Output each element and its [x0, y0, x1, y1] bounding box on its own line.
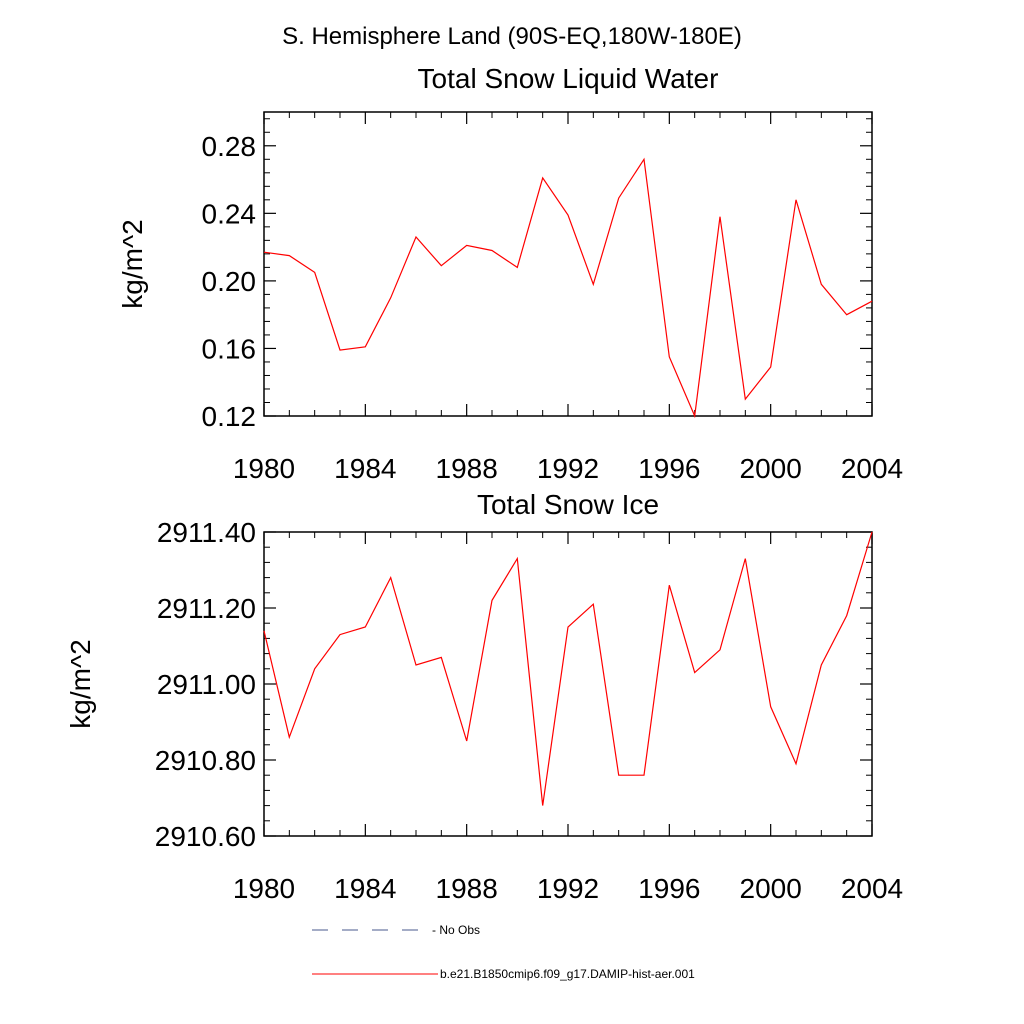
y-tick-label: 0.12	[202, 401, 257, 432]
x-tick-label: 1988	[436, 453, 498, 484]
y-tick-label: 0.28	[202, 131, 257, 162]
x-tick-label: 2004	[841, 873, 903, 904]
x-tick-label: 1988	[436, 873, 498, 904]
x-tick-label: 2000	[740, 873, 802, 904]
page-title: S. Hemisphere Land (90S-EQ,180W-180E)	[282, 23, 742, 50]
panel-snow-liquid-water: Total Snow Liquid Water kg/m^2 1980 1984 1…	[117, 63, 903, 484]
x-tick-label: 2004	[841, 453, 903, 484]
x-tick-label: 2000	[740, 453, 802, 484]
y-tick-label: 0.16	[202, 333, 257, 364]
y-tick-label: 2911.20	[157, 593, 256, 624]
tick-labels: 1980 1984 1988 1992 1996 2000 2004 2910.60 2910.…	[155, 517, 903, 904]
legend: - No Obs b.e21.B1850cmip6.f09_g17.DAMIP-…	[312, 923, 695, 981]
x-tick-label: 1996	[638, 873, 700, 904]
y-tick-label: 0.20	[202, 266, 257, 297]
plot-frame	[263, 531, 873, 837]
series-line	[263, 531, 873, 806]
panel-snow-ice: Total Snow Ice kg/m^2 1980 1984 1988 1992 19…	[65, 489, 903, 904]
y-tick-label: 2911.00	[157, 669, 256, 700]
legend-label-no-obs: - No Obs	[432, 923, 480, 937]
chart-title: Total Snow Ice	[477, 489, 659, 520]
chart-title: Total Snow Liquid Water	[418, 63, 719, 94]
y-axis-label: kg/m^2	[117, 219, 148, 308]
plot-frame	[263, 111, 873, 417]
y-tick-label: 0.24	[202, 198, 257, 229]
y-tick-label: 2910.80	[155, 745, 256, 776]
y-tick-label: 2910.60	[155, 821, 256, 852]
tick-labels: 1980 1984 1988 1992 1996 2000 2004 0.12 0.16 0.20…	[202, 131, 904, 484]
x-tick-label: 1980	[233, 873, 295, 904]
tick-marks	[263, 531, 873, 837]
series-line	[263, 157, 873, 419]
y-tick-label: 2911.40	[157, 517, 256, 548]
x-tick-label: 1996	[638, 453, 700, 484]
x-tick-label: 1984	[334, 453, 396, 484]
legend-label-model: b.e21.B1850cmip6.f09_g17.DAMIP-hist-aer.…	[440, 967, 695, 981]
x-tick-label: 1992	[537, 873, 599, 904]
tick-marks	[263, 112, 873, 417]
x-tick-label: 1984	[334, 873, 396, 904]
x-tick-label: 1992	[537, 453, 599, 484]
series-layer	[263, 157, 873, 419]
x-tick-label: 1980	[233, 453, 295, 484]
y-axis-label: kg/m^2	[65, 639, 96, 728]
series-layer	[263, 531, 873, 806]
